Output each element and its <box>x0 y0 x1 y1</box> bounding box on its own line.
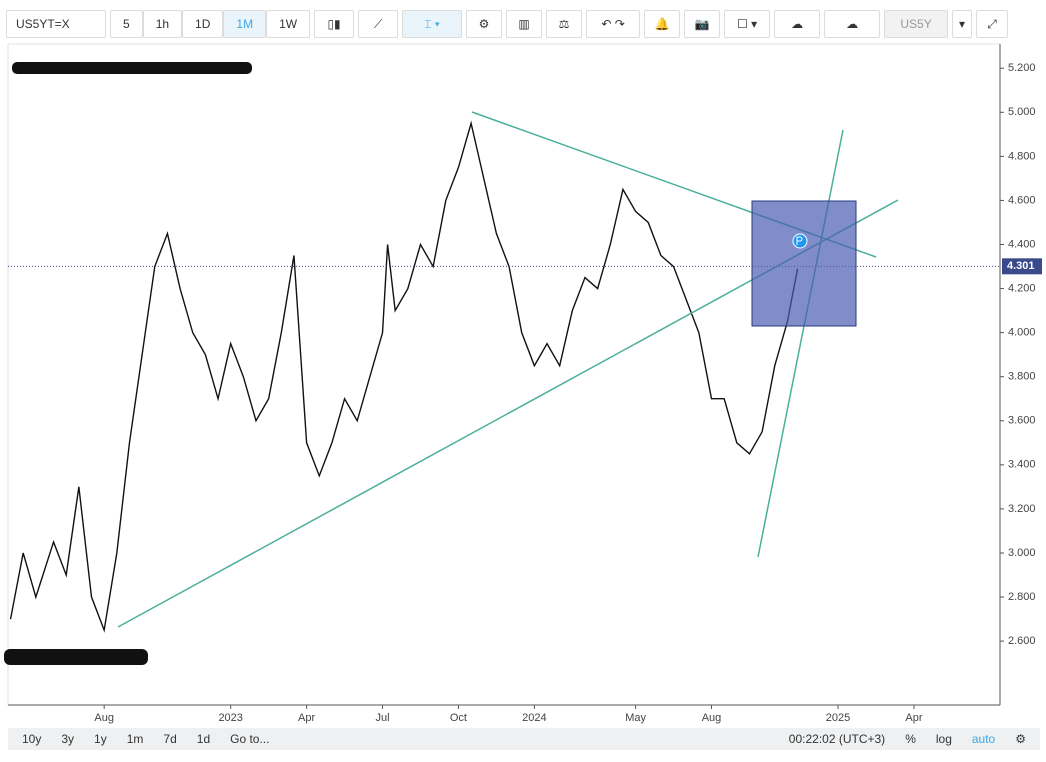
y-tick-label: 4.400 <box>1008 238 1036 250</box>
x-tick-label: Apr <box>905 712 922 724</box>
range-button[interactable]: 1y <box>94 732 107 746</box>
y-tick-label: 3.400 <box>1008 459 1036 471</box>
interval-button[interactable]: 1M <box>223 10 267 38</box>
load[interactable]: ☁ <box>774 10 821 38</box>
layout[interactable]: ☐ ▾ <box>724 10 771 38</box>
redacted <box>4 649 148 665</box>
x-tick-label: May <box>625 712 646 724</box>
y-tick-label: 4.600 <box>1008 194 1036 206</box>
snapshot[interactable]: 📷 <box>684 10 721 38</box>
y-tick-label: 3.000 <box>1008 547 1036 559</box>
alert[interactable]: 🔔 <box>644 10 681 38</box>
clock: 00:22:02 (UTC+3) <box>788 732 886 746</box>
x-tick-label: 2024 <box>522 712 546 724</box>
range-button[interactable]: 3y <box>61 732 75 746</box>
compare-symbol[interactable]: US5Y <box>884 10 949 38</box>
toolbar: US5YT=X 5 1h 1D 1M 1W ▯▮ ⟋ ⌶ ▾ ⚙ ▥ ⚖ ↶ ↷ 🔔 📷… <box>6 8 1040 40</box>
x-tick-label: 2023 <box>218 712 242 724</box>
goto[interactable]: Go to... <box>230 732 270 746</box>
y-tick-label: 3.200 <box>1008 503 1036 515</box>
settings[interactable]: ⚙ <box>466 10 503 38</box>
redacted <box>12 62 252 74</box>
last-price-badge <box>1002 258 1042 275</box>
y-tick-label: 4.800 <box>1008 150 1036 162</box>
save[interactable]: ☁ <box>824 10 881 38</box>
auto[interactable]: auto <box>971 732 996 746</box>
bottom-bar: 10y 3y 1y 1m 7d 1d Go to... 00:22:02 (UTC+3) … <box>8 728 1040 750</box>
bars[interactable]: ⌶ ▾ <box>402 10 463 38</box>
dropdown[interactable]: ▾ <box>952 10 973 38</box>
rectangle-drawing[interactable] <box>751 200 857 327</box>
y-tick-label: 5.000 <box>1008 106 1036 118</box>
percent[interactable]: % <box>905 732 916 746</box>
x-tick-label: Jul <box>375 712 389 724</box>
y-tick-label: 2.600 <box>1008 635 1036 647</box>
fullscreen[interactable]: ⤢ <box>976 10 1009 38</box>
interval-button[interactable]: 1D <box>182 10 224 38</box>
y-tick-label: 3.600 <box>1008 415 1036 427</box>
x-tick-label: Aug <box>94 712 114 724</box>
x-tick-label: Aug <box>702 712 722 724</box>
settings[interactable]: ⚙ <box>1015 732 1026 746</box>
y-tick-label: 5.200 <box>1008 62 1036 74</box>
marks: 2.600 2.800 3.000 3.200 3.400 3.600 3.800 4.000… <box>8 62 1042 724</box>
last-price-label: 4.301 <box>1007 260 1035 272</box>
range-button[interactable]: 10y <box>22 732 42 746</box>
indicator[interactable]: ⟋ <box>358 10 399 38</box>
y-tick-label: 4.200 <box>1008 282 1036 294</box>
x-tick-label: Apr <box>298 712 315 724</box>
studies[interactable]: ▥ <box>506 10 543 38</box>
intervals: 5 1h 1D 1M 1W <box>110 10 311 38</box>
interval-button[interactable]: 1h <box>142 10 183 38</box>
log[interactable]: log <box>935 732 952 746</box>
range-button[interactable]: 1m <box>126 732 144 746</box>
x-tick-label: Oct <box>450 712 467 724</box>
compare-icon[interactable]: ⚖ <box>546 10 583 38</box>
interval-button[interactable]: 5 <box>110 10 143 38</box>
interval-button[interactable]: 1W <box>266 10 311 38</box>
range-button[interactable]: 7d <box>163 732 177 746</box>
undo-redo[interactable]: ↶ ↷ <box>586 10 641 38</box>
p-icon <box>796 236 803 245</box>
chart-type[interactable]: ▯▮ <box>314 10 355 38</box>
symbol-input[interactable]: US5YT=X <box>6 10 106 38</box>
x-tick-label: 2025 <box>826 712 850 724</box>
y-tick-label: 4.000 <box>1008 327 1036 339</box>
ranges: 10y 3y 1y 1m 7d 1d <box>22 732 210 746</box>
price-line <box>9 120 799 633</box>
range-button[interactable]: 1d <box>196 732 211 746</box>
y-tick-label: 3.800 <box>1008 371 1036 383</box>
y-tick-label: 2.800 <box>1008 591 1036 603</box>
